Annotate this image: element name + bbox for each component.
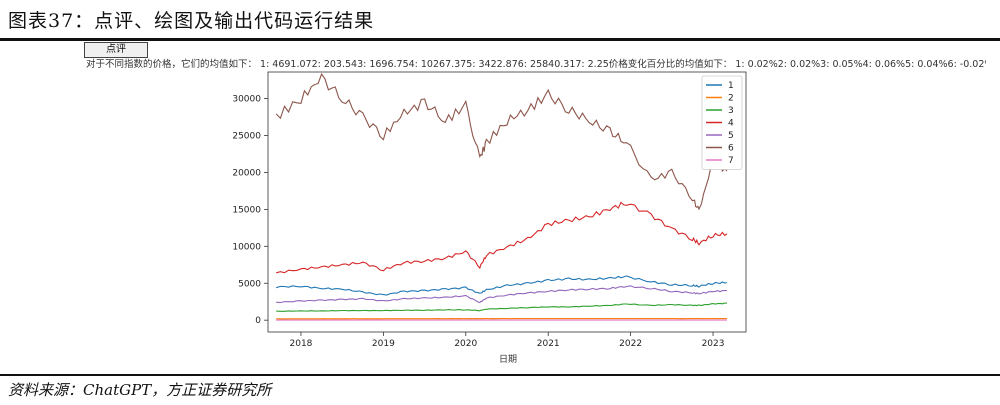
x-tick-label: 2021 xyxy=(537,339,560,349)
figure-title: 图表37：点评、绘图及输出代码运行结果 xyxy=(8,10,375,32)
y-tick-label: 25000 xyxy=(232,132,261,142)
legend-label-3: 3 xyxy=(728,106,734,116)
x-tick-label: 2019 xyxy=(372,339,395,349)
x-tick-label: 2022 xyxy=(619,339,642,349)
legend-label-4: 4 xyxy=(728,119,734,129)
x-axis-label: 日期 xyxy=(499,354,517,365)
source-note: 资料来源：ChatGPT，方正证券研究所 xyxy=(8,381,272,399)
legend-label-1: 1 xyxy=(728,81,734,91)
series-4-line xyxy=(276,201,728,274)
y-tick-label: 30000 xyxy=(232,95,261,105)
x-tick-label: 2020 xyxy=(454,339,477,349)
y-tick-label: 20000 xyxy=(232,168,261,178)
top-rule xyxy=(0,38,1000,41)
series-5-line xyxy=(276,285,728,304)
plot-area xyxy=(267,71,747,333)
comment-button[interactable]: 点评 xyxy=(84,42,148,58)
legend-label-2: 2 xyxy=(728,94,734,104)
series-1-line xyxy=(276,275,728,296)
line-chart: 0 5000 10000 15000 20000 25000 30000 2018 2019 2… xyxy=(232,71,747,365)
y-tick-label: 15000 xyxy=(232,205,261,215)
legend-label-5: 5 xyxy=(728,131,734,141)
bottom-rule xyxy=(0,374,1000,376)
y-tick-label: 5000 xyxy=(238,279,261,289)
legend-label-6: 6 xyxy=(728,144,734,154)
series-3-line xyxy=(276,302,728,312)
y-tick-label: 10000 xyxy=(232,242,261,252)
x-tick-label: 2018 xyxy=(290,339,313,349)
output-text: 对于不同指数的价格，它们的均值如下： 1: 4691.072: 203.543:… xyxy=(86,59,986,70)
x-tick-label: 2023 xyxy=(702,339,725,349)
legend-label-7: 7 xyxy=(728,156,734,166)
series-6-line xyxy=(275,72,728,211)
y-tick-label: 0 xyxy=(255,316,261,326)
